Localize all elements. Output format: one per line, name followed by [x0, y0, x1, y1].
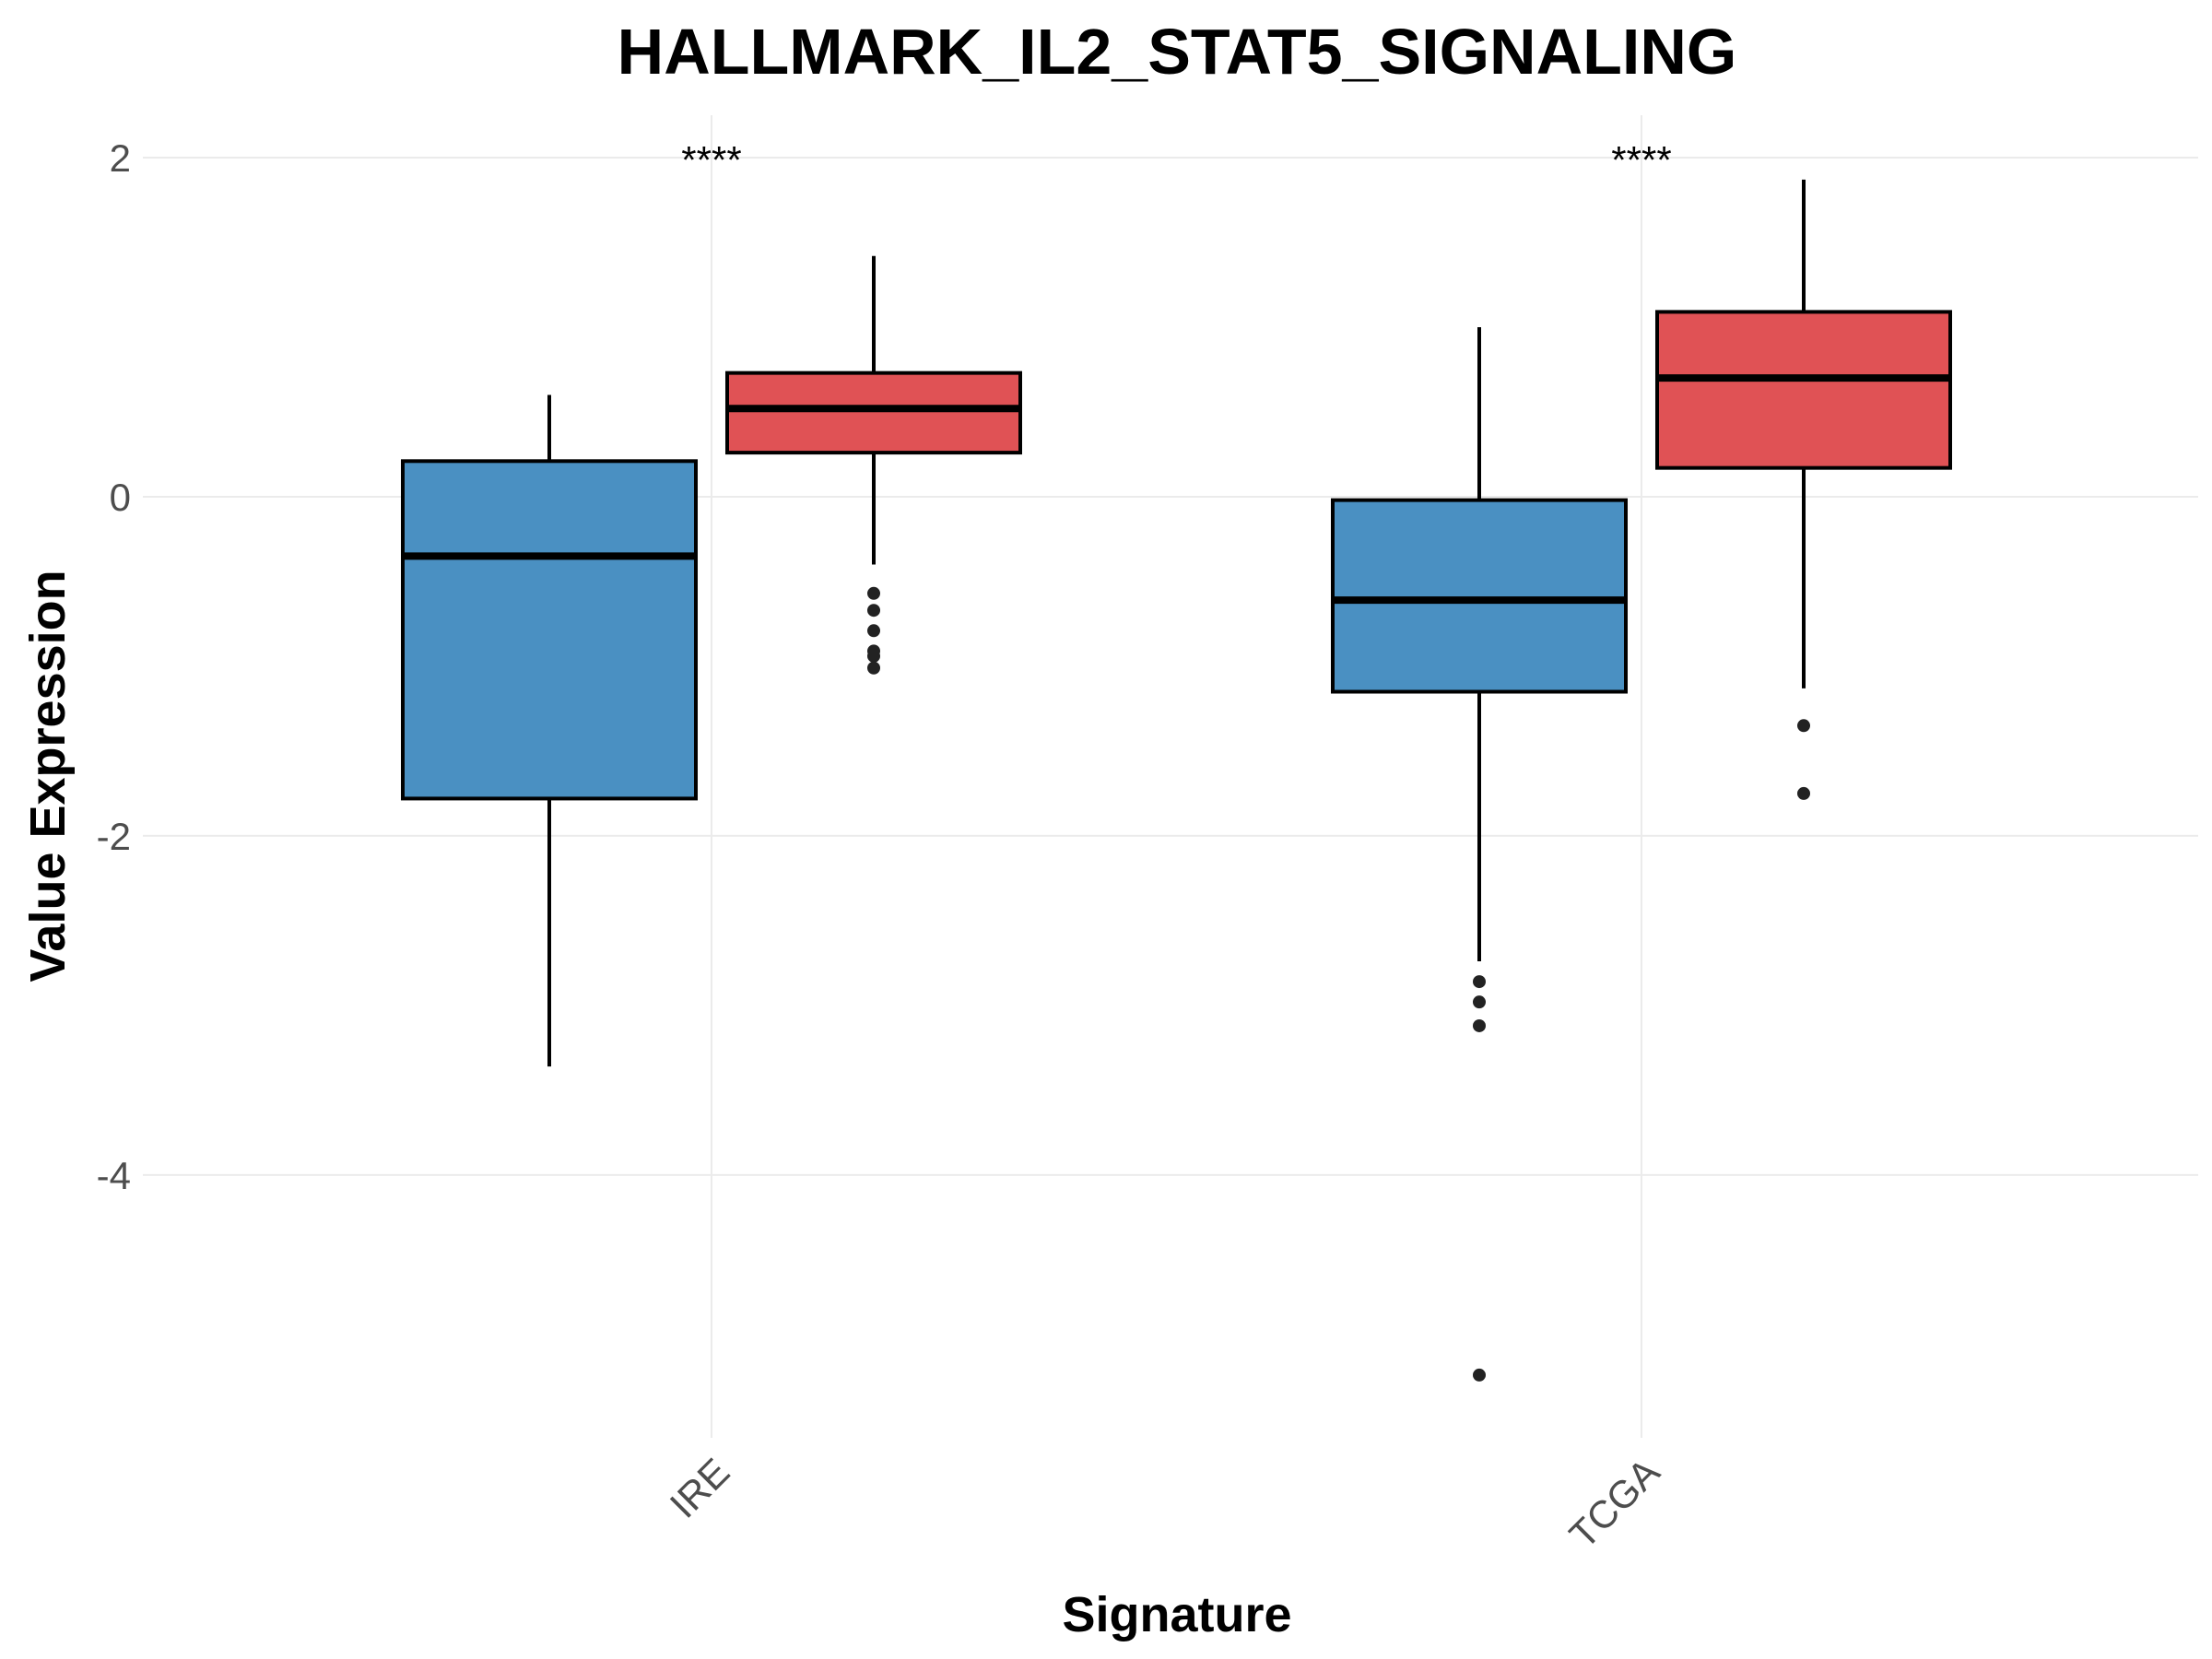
outlier-point	[1473, 1368, 1486, 1382]
box-tcga-red	[1655, 179, 1952, 800]
box-ire-blue	[401, 394, 698, 1067]
x-tick-label: TCGA	[1561, 1450, 1668, 1557]
box-body	[725, 371, 1022, 455]
outlier-point	[867, 649, 880, 663]
outlier-point	[867, 604, 880, 618]
y-axis-title: Value Expression	[20, 570, 76, 982]
box-body	[401, 459, 698, 801]
y-tick-label: 0	[110, 476, 131, 519]
box-body	[1655, 310, 1952, 470]
box-tcga-blue	[1331, 326, 1628, 1382]
box-ire-red	[725, 255, 1022, 675]
y-tick-label: 2	[110, 136, 131, 180]
x-tick-label: IRE	[662, 1450, 738, 1526]
significance-label: ****	[1611, 138, 1671, 182]
y-tick-label: -4	[97, 1154, 131, 1197]
y-tick-label: -2	[97, 815, 131, 858]
outlier-point	[1797, 719, 1810, 733]
outlier-point	[1473, 1018, 1486, 1032]
box-body	[1331, 498, 1628, 694]
outlier-point	[1473, 975, 1486, 989]
x-axis-title: Signature	[1062, 1587, 1291, 1642]
boxes	[401, 179, 1952, 1382]
outlier-point	[867, 586, 880, 600]
significance-label: ****	[681, 138, 741, 182]
outlier-point	[1797, 786, 1810, 800]
outlier-point	[1473, 995, 1486, 1009]
chart-title: HALLMARK_IL2_STAT5_SIGNALING	[618, 16, 1737, 88]
outlier-point	[867, 661, 880, 675]
outlier-point	[867, 624, 880, 638]
